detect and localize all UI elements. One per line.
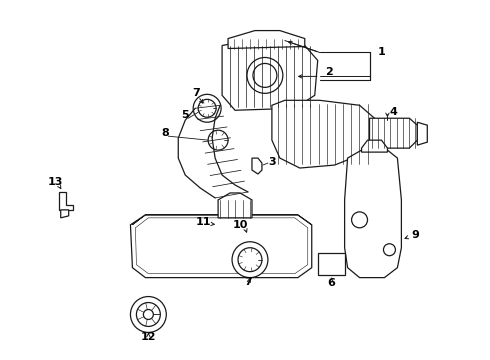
Circle shape: [352, 212, 368, 228]
Text: 8: 8: [161, 128, 169, 138]
Polygon shape: [218, 193, 252, 218]
Text: 10: 10: [232, 220, 248, 230]
Polygon shape: [344, 150, 401, 278]
Text: 2: 2: [325, 67, 332, 77]
Text: 7: 7: [192, 88, 200, 98]
Text: 11: 11: [196, 217, 211, 227]
Circle shape: [232, 242, 268, 278]
Polygon shape: [130, 215, 312, 278]
Circle shape: [193, 94, 221, 122]
Polygon shape: [228, 31, 305, 49]
Text: 13: 13: [48, 177, 63, 187]
Text: 3: 3: [268, 157, 275, 167]
Polygon shape: [252, 158, 262, 174]
Circle shape: [208, 130, 228, 150]
Polygon shape: [61, 210, 69, 218]
Circle shape: [384, 244, 395, 256]
Polygon shape: [59, 192, 73, 210]
Text: 7: 7: [244, 276, 252, 287]
Polygon shape: [318, 253, 344, 275]
Text: 12: 12: [141, 332, 156, 342]
Text: 4: 4: [390, 107, 397, 117]
Circle shape: [130, 297, 166, 332]
Text: 6: 6: [328, 278, 336, 288]
Polygon shape: [222, 39, 318, 110]
Polygon shape: [369, 118, 417, 148]
Text: 5: 5: [181, 110, 189, 120]
Polygon shape: [362, 140, 388, 152]
Polygon shape: [272, 100, 374, 168]
Polygon shape: [417, 122, 427, 145]
Text: 9: 9: [412, 230, 419, 240]
Text: 1: 1: [377, 48, 385, 58]
